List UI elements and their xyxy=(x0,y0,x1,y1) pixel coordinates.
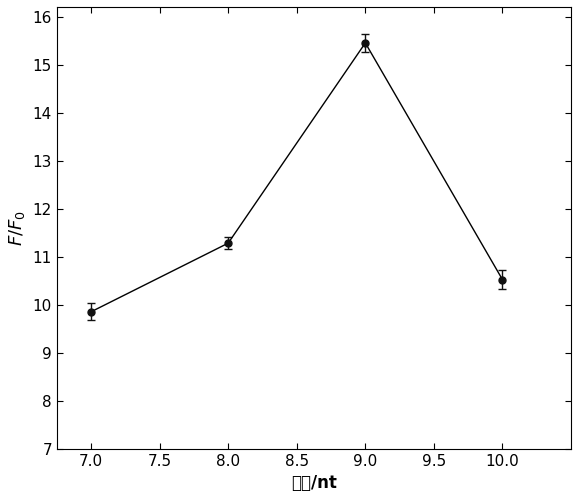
Y-axis label: $\mathit{F}/\mathit{F}_0$: $\mathit{F}/\mathit{F}_0$ xyxy=(7,210,27,246)
X-axis label: 基数/nt: 基数/nt xyxy=(291,474,337,492)
